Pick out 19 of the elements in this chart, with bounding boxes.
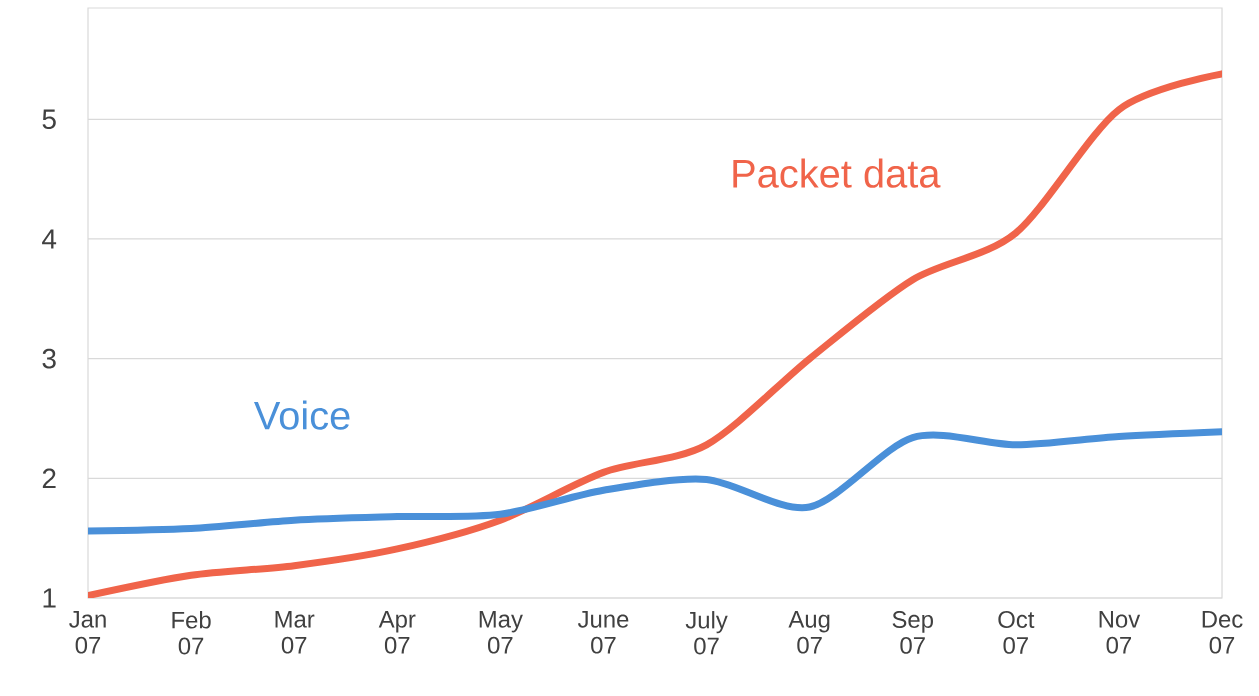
y-tick-label: 1 [43, 588, 56, 608]
x-tick-label: July 07 [685, 611, 728, 655]
series-label: Packet data [733, 158, 941, 188]
y-tick-label: 4 [42, 229, 57, 249]
x-tick-label: June 07 [577, 611, 629, 654]
x-tick-label: Nov 07 [1099, 611, 1141, 654]
x-tick-label: Mar 07 [275, 611, 315, 654]
x-tick-label: Aug 07 [788, 611, 830, 654]
x-tick-label: Jan 07 [69, 611, 106, 654]
x-tick-label: May 07 [479, 611, 523, 654]
text: Voice [253, 400, 350, 430]
y-tick-label: 3 [42, 348, 56, 369]
x-tick-label: Dec 07 [1202, 611, 1243, 654]
x-tick-label: Sep 07 [892, 611, 933, 654]
x-tick-label: Apr 07 [378, 611, 416, 654]
y-tick-label: 5 [42, 109, 56, 130]
x-tick-label: Feb 07 [172, 611, 211, 655]
y-tick-label: 2 [42, 468, 56, 489]
x-tick-label: Oct 07 [998, 611, 1035, 654]
